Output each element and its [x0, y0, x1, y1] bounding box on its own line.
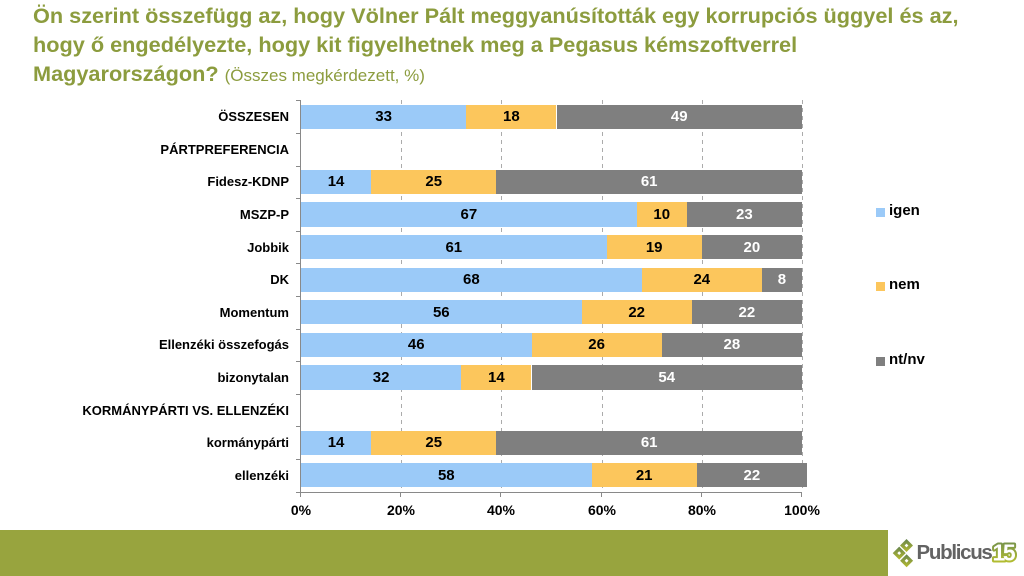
- svg-text:15: 15: [993, 540, 1016, 566]
- svg-text:Publicus: Publicus: [917, 541, 993, 564]
